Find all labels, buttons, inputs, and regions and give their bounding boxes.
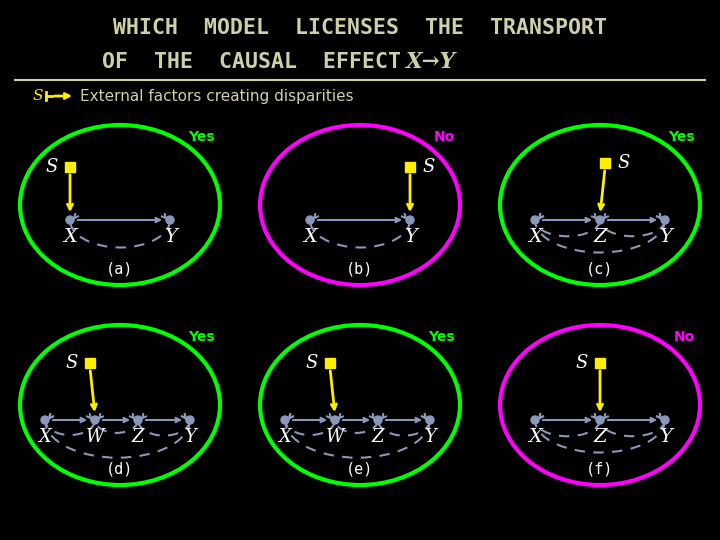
Text: X: X	[39, 428, 51, 446]
Text: Y: Y	[424, 428, 436, 446]
Circle shape	[531, 216, 539, 224]
Text: Z: Z	[593, 228, 607, 246]
Circle shape	[374, 416, 382, 424]
Circle shape	[596, 216, 604, 224]
Circle shape	[531, 416, 539, 424]
Text: X: X	[279, 428, 292, 446]
Circle shape	[406, 216, 414, 224]
Bar	[85, 358, 95, 368]
Text: External factors creating disparities: External factors creating disparities	[80, 89, 354, 104]
Text: X: X	[528, 428, 542, 446]
Text: X: X	[63, 228, 77, 246]
Text: W: W	[325, 428, 344, 446]
Text: Z: Z	[593, 428, 607, 446]
Text: Yes: Yes	[668, 130, 695, 144]
Circle shape	[66, 216, 74, 224]
Circle shape	[134, 416, 142, 424]
Text: S: S	[45, 158, 58, 176]
Text: X→Y: X→Y	[405, 51, 455, 73]
Text: X: X	[528, 228, 542, 246]
Text: X: X	[303, 228, 317, 246]
Text: Y: Y	[163, 228, 176, 246]
Text: S: S	[32, 89, 43, 103]
Text: Yes: Yes	[428, 330, 455, 344]
Text: OF  THE  CAUSAL  EFFECT: OF THE CAUSAL EFFECT	[102, 52, 428, 72]
Circle shape	[661, 416, 669, 424]
Text: (a): (a)	[107, 262, 134, 277]
Text: (e): (e)	[346, 462, 374, 477]
Bar	[65, 162, 75, 172]
Bar	[405, 162, 415, 172]
Text: Yes: Yes	[189, 330, 215, 344]
Text: WHICH  MODEL  LICENSES  THE  TRANSPORT: WHICH MODEL LICENSES THE TRANSPORT	[113, 18, 607, 38]
Text: S: S	[66, 354, 78, 372]
Circle shape	[166, 216, 174, 224]
Text: Yes: Yes	[189, 130, 215, 144]
Circle shape	[306, 216, 314, 224]
Text: (b): (b)	[346, 262, 374, 277]
Text: Y: Y	[659, 228, 672, 246]
Circle shape	[281, 416, 289, 424]
Text: S: S	[575, 354, 588, 372]
Text: (f): (f)	[586, 462, 613, 477]
Text: (c): (c)	[586, 262, 613, 277]
Circle shape	[661, 216, 669, 224]
Text: W: W	[86, 428, 104, 446]
Text: Y: Y	[404, 228, 416, 246]
Text: Z: Z	[132, 428, 144, 446]
Text: S: S	[305, 354, 318, 372]
Text: Y: Y	[184, 428, 196, 446]
Text: Y: Y	[659, 428, 672, 446]
Bar	[600, 158, 610, 168]
Text: S: S	[422, 158, 434, 176]
Text: No: No	[433, 130, 455, 144]
Circle shape	[331, 416, 339, 424]
Text: (d): (d)	[107, 462, 134, 477]
Text: S: S	[617, 154, 629, 172]
Circle shape	[596, 416, 604, 424]
Text: Z: Z	[372, 428, 384, 446]
Circle shape	[426, 416, 434, 424]
Circle shape	[186, 416, 194, 424]
Bar	[325, 358, 335, 368]
Circle shape	[91, 416, 99, 424]
Bar	[595, 358, 605, 368]
Circle shape	[41, 416, 49, 424]
Text: No: No	[674, 330, 695, 344]
